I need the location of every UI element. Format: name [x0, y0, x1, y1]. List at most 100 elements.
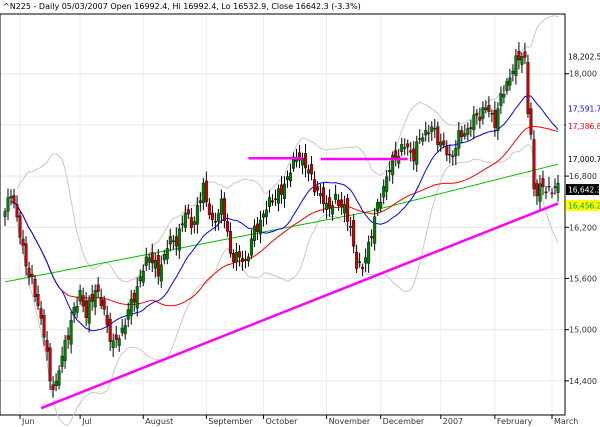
x-tick-label: March [554, 417, 578, 426]
candle-body [451, 155, 455, 157]
candle [460, 125, 464, 143]
candle [343, 195, 347, 223]
candle-body [373, 216, 377, 244]
candle-body [225, 220, 229, 232]
candle-body [72, 307, 76, 316]
candle-body [150, 252, 154, 264]
candle-body [165, 248, 169, 260]
candle [319, 183, 323, 204]
candle [493, 101, 497, 137]
candle-body [216, 213, 220, 222]
candle-body [547, 185, 551, 188]
support-trendline [40, 202, 559, 410]
candle [264, 200, 268, 225]
price-label-box [566, 50, 599, 62]
candle-body [319, 193, 323, 197]
candle-body [346, 198, 350, 222]
candle [270, 194, 274, 206]
candle [105, 305, 109, 333]
candle-body [192, 221, 196, 225]
candle [96, 277, 100, 298]
price-label: 18,202.5 [568, 52, 600, 61]
candle-body [48, 347, 52, 382]
candle [547, 176, 551, 192]
candle-body [60, 355, 64, 367]
candle [249, 229, 253, 260]
candle [126, 302, 130, 328]
candle [556, 174, 560, 202]
candle-body [424, 130, 428, 136]
candle-body [520, 56, 524, 65]
candle-body [114, 334, 118, 340]
candle [487, 96, 491, 118]
candle [9, 189, 13, 206]
candle-body [472, 114, 476, 131]
candle-body [391, 154, 395, 176]
x-tick-label: February [497, 417, 533, 426]
price-label-box [566, 184, 599, 196]
candle [57, 365, 61, 390]
candle [502, 85, 506, 104]
candle [3, 208, 7, 227]
candle-body [442, 140, 446, 145]
candle-body [54, 381, 58, 386]
candle-body [514, 55, 518, 76]
candle [376, 198, 380, 217]
candle-body [162, 254, 166, 261]
candle [457, 121, 461, 157]
candle-body [3, 211, 7, 217]
x-axis: Jun Jul August September October November Dece… [19, 415, 578, 426]
candle-body [42, 315, 46, 338]
candle-body [343, 204, 347, 214]
candle-body [24, 243, 28, 267]
candle [307, 164, 311, 182]
candle-body [382, 186, 386, 198]
candle-body [388, 169, 392, 173]
candle-body [126, 309, 130, 320]
candle-body [129, 298, 133, 316]
candle [243, 250, 247, 269]
candle-body [69, 319, 73, 345]
candle-body [234, 251, 238, 263]
candle-body [427, 132, 431, 134]
candle [165, 239, 169, 265]
candle [87, 295, 91, 333]
candle [225, 213, 229, 237]
candle [99, 288, 103, 310]
candle [15, 195, 19, 222]
candle [222, 192, 226, 229]
candle [337, 194, 341, 212]
candle-body [493, 110, 497, 128]
y-tick-label: 14,400 [569, 377, 597, 386]
candle-body [36, 293, 40, 306]
candle-body [313, 179, 317, 193]
candle-body [63, 339, 67, 361]
candle [538, 175, 542, 211]
candle [508, 68, 512, 91]
candle [526, 54, 530, 118]
candle [93, 284, 97, 316]
candle-body [298, 152, 302, 161]
candle-body [30, 273, 34, 277]
candle [39, 300, 43, 326]
candle [63, 334, 67, 369]
candle-body [246, 256, 250, 262]
candle [162, 249, 166, 265]
candle-body [457, 130, 461, 149]
candle [276, 184, 280, 212]
candle-body [45, 340, 49, 352]
candle [331, 200, 335, 221]
candle-body [409, 150, 413, 153]
candle-body [304, 153, 308, 169]
candle [174, 227, 178, 256]
candle [367, 235, 371, 273]
candle [207, 198, 211, 220]
candle-body [138, 276, 142, 282]
candle-body [237, 251, 241, 258]
candle [246, 253, 250, 267]
candle-body [379, 202, 383, 208]
candle-body [27, 267, 31, 277]
candle-body [132, 293, 136, 303]
candle [159, 255, 163, 288]
candle-body [222, 198, 226, 221]
